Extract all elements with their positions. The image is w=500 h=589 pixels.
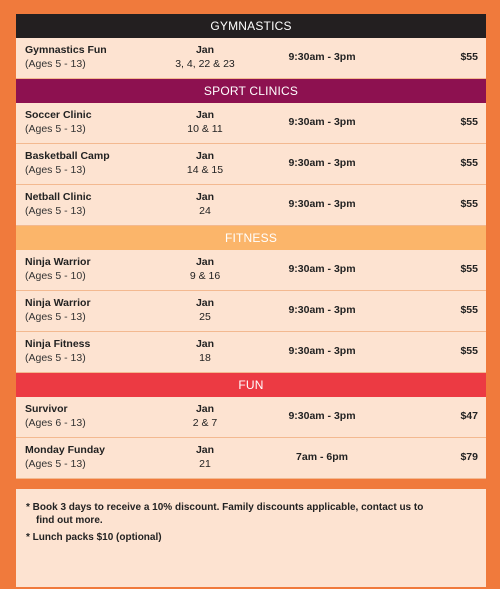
activity-ages: (Ages 5 - 13) [25,123,86,135]
table-row: Ninja Fitness (Ages 5 - 13) Jan 18 9:30a… [16,332,486,373]
activity-month: Jan [195,150,215,162]
activity-days: 14 & 15 [186,164,224,176]
activity-price: $55 [460,198,478,210]
activity-ages: (Ages 5 - 13) [25,311,86,323]
activity-days: 9 & 16 [189,270,221,282]
section-header-gymnastics: GYMNASTICS [16,14,486,38]
table-row: Gymnastics Fun (Ages 5 - 13) Jan 3, 4, 2… [16,38,486,79]
section-header-fun: FUN [16,373,486,397]
activity-name: Ninja Warrior [25,256,91,268]
activity-days: 25 [199,311,211,323]
activity-time: 9:30am - 3pm [288,198,356,210]
activity-price: $79 [460,451,478,463]
activity-price: $47 [460,410,478,422]
lunch-note: * Lunch packs $10 (optional) [26,532,162,543]
activity-ages: (Ages 5 - 13) [25,352,86,364]
table-row: Ninja Warrior (Ages 5 - 10) Jan 9 & 16 9… [16,250,486,291]
schedule-table: GYMNASTICS Gymnastics Fun (Ages 5 - 13) … [16,14,486,479]
activity-ages: (Ages 6 - 13) [25,417,86,429]
activity-month: Jan [195,297,215,309]
activity-days: 24 [199,205,211,217]
activity-time: 9:30am - 3pm [288,345,356,357]
table-row: Ninja Warrior (Ages 5 - 13) Jan 25 9:30a… [16,291,486,332]
table-row: Netball Clinic (Ages 5 - 13) Jan 24 9:30… [16,185,486,226]
activity-days: 21 [199,458,211,470]
activity-days: 3, 4, 22 & 23 [175,58,235,70]
activity-time: 9:30am - 3pm [288,116,356,128]
table-row: Monday Funday (Ages 5 - 13) Jan 21 7am -… [16,438,486,479]
activity-name: Netball Clinic [25,191,92,203]
activity-name: Survivor [25,403,68,415]
activity-month: Jan [195,444,215,456]
activity-name: Ninja Warrior [25,297,91,309]
discount-note: * Book 3 days to receive a 10% discount.… [26,501,446,527]
activity-ages: (Ages 5 - 10) [25,270,86,282]
activity-month: Jan [195,44,215,56]
activity-ages: (Ages 5 - 13) [25,205,86,217]
table-row: Survivor (Ages 6 - 13) Jan 2 & 7 9:30am … [16,397,486,438]
activity-time: 9:30am - 3pm [288,263,356,275]
activity-name: Basketball Camp [25,150,110,162]
section-header-sport-clinics: SPORT CLINICS [16,79,486,103]
activity-month: Jan [195,109,215,121]
activity-time: 9:30am - 3pm [288,410,356,422]
discount-note-line1: * Book 3 days to receive a 10% discount.… [26,502,424,513]
activity-name: Soccer Clinic [25,109,92,121]
table-row: Soccer Clinic (Ages 5 - 13) Jan 10 & 11 … [16,103,486,144]
activity-month: Jan [195,338,215,350]
activity-time: 9:30am - 3pm [288,304,356,316]
activity-price: $55 [460,157,478,169]
activity-name: Ninja Fitness [25,338,91,350]
activity-time: 9:30am - 3pm [288,51,356,63]
activity-ages: (Ages 5 - 13) [25,164,86,176]
notes-box: * Book 3 days to receive a 10% discount.… [16,489,486,587]
activity-price: $55 [460,304,478,316]
activity-name: Gymnastics Fun [25,44,107,56]
activity-ages: (Ages 5 - 13) [25,458,86,470]
activity-time: 7am - 6pm [296,451,348,463]
activity-ages: (Ages 5 - 13) [25,58,86,70]
activity-days: 10 & 11 [187,123,223,135]
activity-month: Jan [195,403,215,415]
table-row: Basketball Camp (Ages 5 - 13) Jan 14 & 1… [16,144,486,185]
activity-name: Monday Funday [25,444,105,456]
activity-price: $55 [460,263,478,275]
activity-days: 2 & 7 [192,417,218,429]
activity-price: $55 [460,345,478,357]
discount-note-line2: find out more. [36,515,103,526]
activity-price: $55 [460,51,478,63]
activity-month: Jan [195,256,215,268]
activity-days: 18 [199,352,211,364]
activity-month: Jan [195,191,215,203]
section-header-fitness: FITNESS [16,226,486,250]
activity-price: $55 [460,116,478,128]
activity-time: 9:30am - 3pm [288,157,356,169]
